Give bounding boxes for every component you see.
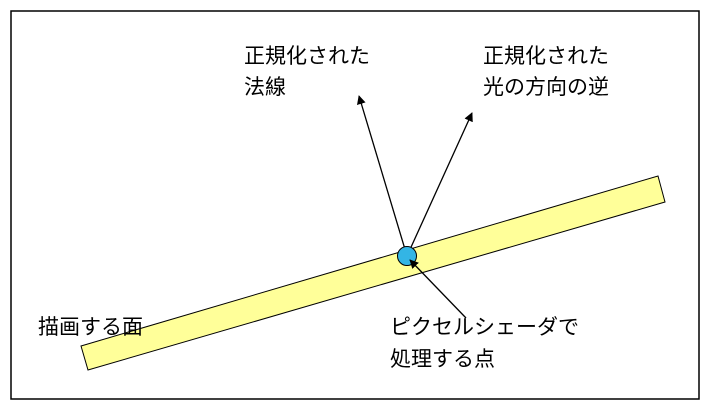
surface-strip <box>80 175 666 371</box>
light-direction-arrow <box>406 112 473 257</box>
diagram-frame <box>10 10 700 400</box>
normal-label-line2: 法線 <box>244 75 286 99</box>
light-label-line2: 光の方向の逆 <box>483 75 609 99</box>
normal-label-line1: 正規化された <box>244 44 370 68</box>
pixel-label-line2: 処理する点 <box>390 347 495 371</box>
pixel-point <box>397 246 417 266</box>
pixel-label-line1: ピクセルシェーダで <box>390 315 579 339</box>
light-label-line1: 正規化された <box>483 44 609 68</box>
pixel-pointer-arrow <box>409 259 467 319</box>
surface-label: 描画する面 <box>38 315 143 339</box>
normal-arrow <box>357 95 408 257</box>
